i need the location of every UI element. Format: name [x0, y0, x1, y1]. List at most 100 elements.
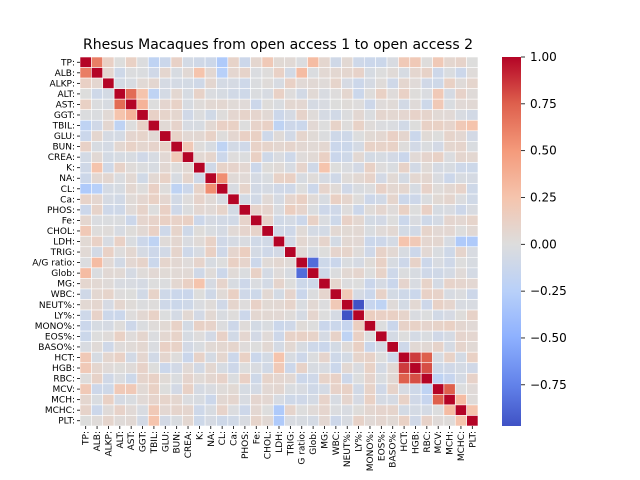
- heatmap-cell: [216, 98, 229, 111]
- heatmap-cell: [329, 56, 342, 68]
- heatmap-cell: [91, 225, 104, 237]
- heatmap-cell: [284, 172, 297, 184]
- heatmap-cell: [102, 56, 115, 68]
- heatmap-cell: [295, 246, 308, 258]
- heatmap-cell: [341, 119, 354, 132]
- heatmap-cell: [466, 130, 479, 142]
- heatmap-cell: [352, 151, 365, 163]
- heatmap-cell: [102, 162, 115, 174]
- heatmap-cell: [386, 183, 399, 195]
- heatmap-cell: [307, 183, 320, 195]
- x-tick-label: WBC:: [332, 431, 342, 455]
- heatmap-cell: [352, 309, 365, 321]
- heatmap-cell: [227, 162, 240, 174]
- heatmap-cell: [250, 330, 263, 342]
- heatmap-cell: [329, 383, 342, 395]
- heatmap-cell: [420, 288, 433, 300]
- heatmap-cell: [227, 130, 240, 142]
- heatmap-cell: [159, 183, 172, 195]
- heatmap-cell: [102, 299, 115, 311]
- heatmap-cell: [227, 56, 240, 68]
- heatmap-cell: [91, 341, 104, 353]
- heatmap-cell: [284, 109, 297, 121]
- heatmap-cell: [284, 278, 297, 290]
- heatmap-cell: [363, 257, 376, 269]
- heatmap-cell: [363, 351, 376, 364]
- heatmap-cell: [102, 267, 115, 279]
- x-tick-label: AST:: [127, 431, 137, 450]
- heatmap-cell: [250, 98, 263, 111]
- heatmap-cell: [102, 151, 115, 163]
- heatmap-cell: [261, 351, 274, 364]
- heatmap-cell: [193, 193, 206, 205]
- heatmap-cell: [432, 235, 445, 248]
- heatmap-cell: [147, 109, 160, 121]
- heatmap-cell: [216, 193, 229, 205]
- heatmap-cell: [443, 299, 456, 311]
- heatmap-cell: [125, 88, 138, 100]
- heatmap-cell: [79, 267, 92, 279]
- heatmap-cell: [79, 383, 92, 395]
- heatmap-cell: [454, 309, 467, 321]
- heatmap-cell: [261, 372, 274, 385]
- heatmap-cell: [386, 341, 399, 353]
- heatmap-cell: [159, 130, 172, 142]
- heatmap-cell: [216, 235, 229, 248]
- heatmap-cell: [113, 372, 126, 385]
- heatmap-cell: [102, 67, 115, 79]
- y-tick-label: TBIL:: [52, 122, 75, 132]
- heatmap-cell: [341, 404, 354, 416]
- heatmap-cell: [273, 235, 285, 248]
- heatmap-cell: [136, 98, 149, 111]
- heatmap-cell: [307, 330, 320, 342]
- x-tick-label: G ratio:: [298, 431, 308, 465]
- heatmap-cell: [147, 246, 160, 258]
- heatmap-cell: [204, 299, 217, 311]
- heatmap-cell: [193, 383, 206, 395]
- heatmap-cell: [238, 225, 251, 237]
- heatmap-cell: [454, 67, 467, 79]
- heatmap-cell: [466, 204, 479, 216]
- y-tick-label: GLU:: [54, 132, 75, 142]
- heatmap-cell: [386, 320, 399, 332]
- heatmap-cell: [443, 204, 456, 216]
- heatmap-cell: [341, 267, 354, 279]
- heatmap-cell: [261, 330, 274, 342]
- heatmap-cell: [159, 172, 172, 184]
- heatmap-cell: [454, 257, 467, 269]
- heatmap-cell: [341, 98, 354, 111]
- heatmap-cell: [136, 415, 149, 427]
- heatmap-cell: [420, 141, 433, 153]
- heatmap-cell: [204, 351, 217, 364]
- heatmap-cell: [204, 130, 217, 142]
- heatmap-cell: [386, 309, 399, 321]
- heatmap-cell: [91, 56, 104, 68]
- heatmap-cell: [204, 183, 217, 195]
- heatmap-cell: [136, 183, 149, 195]
- heatmap-cell: [386, 67, 399, 79]
- heatmap-cell: [295, 56, 308, 68]
- heatmap-cell: [386, 77, 399, 89]
- heatmap-cell: [227, 246, 240, 258]
- heatmap-cell: [227, 67, 240, 79]
- heatmap-cell: [420, 320, 433, 332]
- heatmap-cell: [182, 162, 195, 174]
- heatmap-cell: [375, 193, 388, 205]
- heatmap-cell: [136, 288, 149, 300]
- heatmap-cell: [432, 404, 445, 416]
- heatmap-cell: [182, 204, 195, 216]
- heatmap-cell: [420, 330, 433, 342]
- heatmap-cell: [170, 372, 183, 385]
- heatmap-cell: [182, 299, 195, 311]
- x-tick-label: TBIL:: [150, 431, 160, 454]
- x-tick-label: K:: [195, 431, 205, 440]
- heatmap-cell: [170, 341, 183, 353]
- heatmap-cell: [238, 77, 251, 89]
- heatmap-cell: [329, 67, 342, 79]
- heatmap-cell: [91, 119, 104, 132]
- heatmap-cell: [466, 415, 479, 427]
- heatmap-cell: [466, 98, 479, 111]
- heatmap-cell: [420, 77, 433, 89]
- heatmap-cell: [159, 257, 172, 269]
